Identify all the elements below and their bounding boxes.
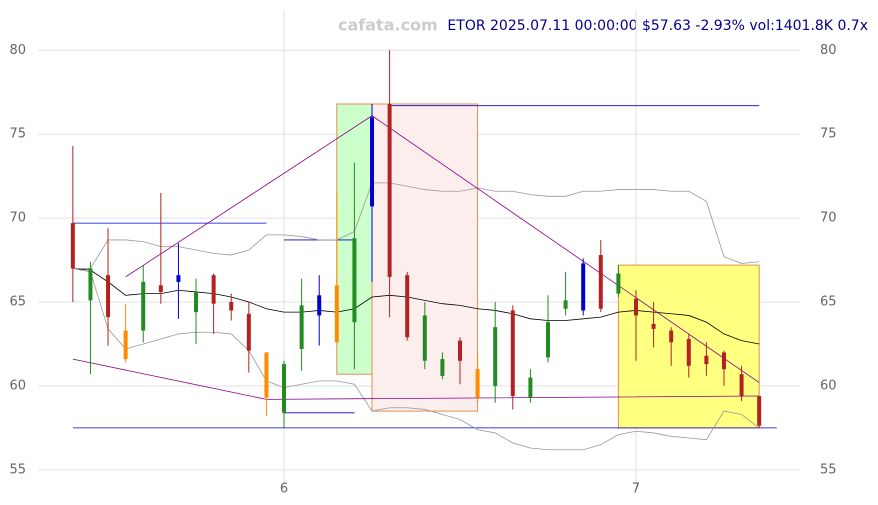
candle-body	[651, 323, 656, 329]
y-tick-label-right: 75	[820, 127, 837, 142]
candle-body	[387, 103, 392, 277]
y-tick-label: 75	[9, 127, 26, 142]
chart-title: ETOR 2025.07.11 00:00:00 $57.63 -2.93% v…	[447, 18, 868, 34]
candle-body	[334, 285, 339, 343]
candle-body	[704, 355, 709, 365]
candle-body	[633, 298, 638, 316]
candle-body	[88, 268, 93, 301]
candle-body	[545, 322, 550, 358]
candle-body	[405, 275, 410, 338]
candle-body	[211, 275, 216, 304]
watermark: cafata.com	[338, 16, 438, 35]
y-tick-label: 80	[9, 43, 26, 58]
candle-body	[616, 273, 621, 294]
x-tick-label: 6	[280, 482, 288, 497]
candle-body	[440, 359, 445, 376]
candle-body	[686, 338, 691, 366]
overlay-line	[72, 268, 760, 451]
candle-body	[299, 305, 304, 350]
candle-body	[493, 327, 498, 386]
candle-body	[510, 310, 515, 397]
y-tick-label-right: 60	[820, 378, 837, 393]
candle-body	[370, 117, 375, 207]
candle-body	[123, 330, 128, 360]
candle-body	[352, 238, 357, 323]
candle-body	[757, 396, 762, 426]
x-tick-label: 7	[632, 482, 640, 497]
candle-body	[229, 302, 234, 311]
candle-body	[598, 255, 603, 309]
y-tick-label: 60	[9, 378, 26, 393]
candle-body	[563, 300, 568, 309]
y-tick-label: 70	[9, 211, 26, 226]
candle-body	[669, 330, 674, 343]
candle-body	[246, 313, 251, 351]
candle-body	[158, 285, 163, 292]
candle-body	[282, 364, 287, 413]
y-tick-label: 65	[9, 295, 26, 310]
y-tick-label-right: 65	[820, 295, 837, 310]
candle-body	[581, 263, 586, 311]
candle-body	[739, 374, 744, 397]
candle-body	[317, 295, 322, 316]
candle-body	[176, 275, 181, 282]
candle-body	[264, 352, 269, 398]
overlay-line	[72, 182, 760, 269]
y-tick-label-right: 70	[820, 211, 837, 226]
candle-body	[475, 369, 480, 398]
candle-body	[194, 291, 199, 313]
candle-body	[422, 315, 427, 361]
candle-body	[458, 340, 463, 361]
y-tick-label-right: 80	[820, 43, 837, 58]
y-tick-label-right: 55	[820, 462, 837, 477]
y-tick-label: 55	[9, 462, 26, 477]
candle-body	[141, 281, 146, 331]
candle-body	[70, 223, 75, 269]
overlay-line	[72, 268, 760, 345]
candle-body	[721, 352, 726, 370]
candle-body	[528, 377, 533, 398]
candle-body	[106, 275, 111, 318]
